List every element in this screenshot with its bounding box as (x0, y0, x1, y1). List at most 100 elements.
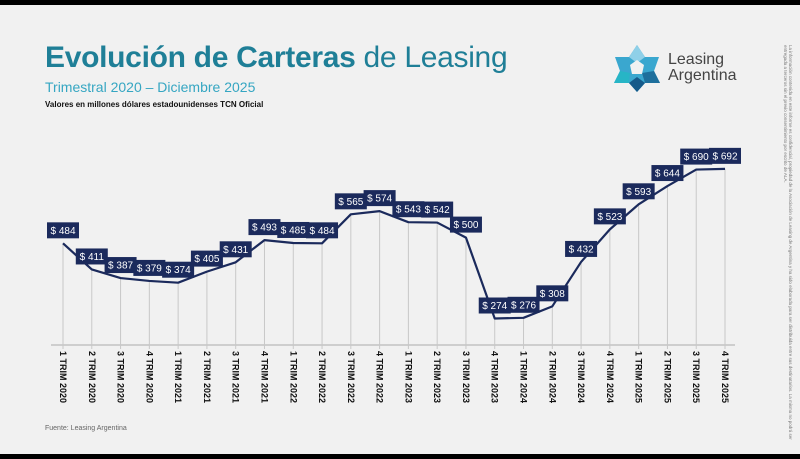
data-label-text: $ 308 (540, 289, 565, 300)
data-label-text: $ 542 (425, 205, 450, 216)
data-label: $ 543 (392, 201, 425, 218)
data-label-text: $ 485 (281, 225, 306, 236)
data-label: $ 276 (507, 296, 540, 313)
x-tick-label: 2 TRIM 2025 (662, 351, 672, 403)
data-label-text: $ 379 (137, 263, 162, 274)
data-label-box (709, 147, 741, 164)
x-tick-label: 1 TRIM 2022 (288, 351, 298, 403)
data-label-box (363, 190, 396, 207)
data-label-box (478, 297, 511, 314)
x-tick-label: 4 TRIM 2020 (144, 351, 154, 403)
data-label-text: $ 493 (252, 223, 277, 234)
disclaimer: La información contenida en este informe… (783, 45, 795, 445)
x-tick-label: 2 TRIM 2022 (317, 351, 327, 403)
title-light: de Leasing (363, 41, 508, 74)
data-label-text: $ 593 (626, 187, 651, 198)
star-logo-icon (614, 45, 660, 92)
data-label-box (248, 219, 281, 236)
disclaimer-text: La información contenida en este informe… (783, 45, 793, 440)
data-label: $ 484 (306, 222, 339, 239)
data-label: $ 542 (421, 201, 454, 218)
data-label: $ 411 (75, 248, 108, 265)
x-tick-label: 1 TRIM 2021 (173, 351, 183, 403)
data-label: $ 432 (565, 240, 598, 257)
x-tick-label: 3 TRIM 2020 (116, 351, 126, 403)
x-tick-label: 4 TRIM 2023 (490, 351, 500, 403)
data-label-box (334, 193, 367, 210)
data-label-box (651, 165, 684, 182)
page-title: Evolución de Carteras de Leasing (45, 41, 508, 75)
data-label: $ 565 (334, 193, 367, 210)
data-label-text: $ 274 (482, 301, 507, 312)
data-label-text: $ 500 (453, 220, 478, 231)
x-tick-label: 3 TRIM 2024 (576, 351, 586, 403)
x-tick-label: 4 TRIM 2022 (375, 351, 385, 403)
data-label-text: $ 405 (194, 254, 219, 265)
data-label-text: $ 484 (310, 226, 335, 237)
data-label-text: $ 543 (396, 205, 421, 216)
logo: Leasing Argentina (612, 43, 752, 93)
x-tick-label: 1 TRIM 2023 (403, 351, 413, 403)
data-label: $ 692 (709, 147, 741, 164)
data-label-text: $ 387 (108, 261, 133, 272)
data-label: $ 431 (219, 241, 252, 258)
x-tick-label: 2 TRIM 2023 (432, 351, 442, 403)
data-label: $ 274 (478, 297, 511, 314)
slide: Evolución de Carteras de Leasing Trimest… (0, 5, 800, 454)
data-label-text: $ 574 (367, 194, 392, 205)
data-label-box (104, 257, 137, 274)
data-label-text: $ 523 (597, 212, 622, 223)
data-label-text: $ 431 (223, 245, 248, 256)
x-tick-label: 3 TRIM 2025 (691, 351, 701, 403)
data-label-text: $ 690 (684, 152, 709, 163)
data-label-text: $ 484 (50, 226, 75, 237)
data-label: $ 493 (248, 219, 281, 236)
x-tick-label: 4 TRIM 2021 (259, 351, 269, 403)
data-label-box (392, 201, 425, 218)
data-label-box (680, 148, 713, 165)
x-tick-label: 4 TRIM 2025 (720, 351, 730, 403)
data-label-box (190, 250, 223, 267)
source-note: Fuente: Leasing Argentina (45, 425, 127, 432)
logo-line2: Argentina (668, 67, 737, 84)
x-tick-label: 1 TRIM 2024 (519, 351, 529, 403)
data-label: $ 308 (536, 285, 569, 302)
x-tick-label: 1 TRIM 2025 (634, 351, 644, 403)
data-label-text: $ 644 (655, 169, 680, 180)
data-label-text: $ 411 (80, 252, 105, 263)
data-label-box (449, 216, 482, 233)
data-label-box (75, 248, 108, 265)
data-label-box (162, 261, 195, 278)
x-tick-label: 2 TRIM 2021 (202, 351, 212, 403)
data-label-box (565, 240, 598, 257)
data-label: $ 485 (277, 221, 310, 238)
data-label: $ 405 (190, 250, 223, 267)
x-tick-label: 2 TRIM 2020 (87, 351, 97, 403)
data-label-text: $ 374 (166, 265, 191, 276)
data-label: $ 500 (449, 216, 482, 233)
logo-line1: Leasing (668, 51, 725, 68)
x-tick-label: 3 TRIM 2023 (461, 351, 471, 403)
data-label-box (507, 296, 540, 313)
data-label-box (277, 221, 310, 238)
data-label-box (133, 259, 166, 276)
data-label-text: $ 565 (338, 197, 363, 208)
data-label-box (47, 222, 79, 239)
data-label: $ 387 (104, 257, 137, 274)
data-label: $ 690 (680, 148, 713, 165)
data-label: $ 523 (593, 208, 626, 225)
data-label-box (536, 285, 569, 302)
data-label: $ 593 (622, 183, 655, 200)
data-label-box (306, 222, 339, 239)
x-tick-label: 2 TRIM 2024 (547, 351, 557, 403)
data-label-text: $ 692 (712, 151, 737, 162)
data-label-box (622, 183, 655, 200)
data-label-text: $ 276 (511, 300, 536, 311)
data-label: $ 374 (162, 261, 195, 278)
x-tick-label: 3 TRIM 2022 (346, 351, 356, 403)
data-label: $ 379 (133, 259, 166, 276)
units-note: Valores en millones dólares estadouniden… (45, 100, 264, 109)
data-label-box (421, 201, 454, 218)
data-label-box (593, 208, 626, 225)
